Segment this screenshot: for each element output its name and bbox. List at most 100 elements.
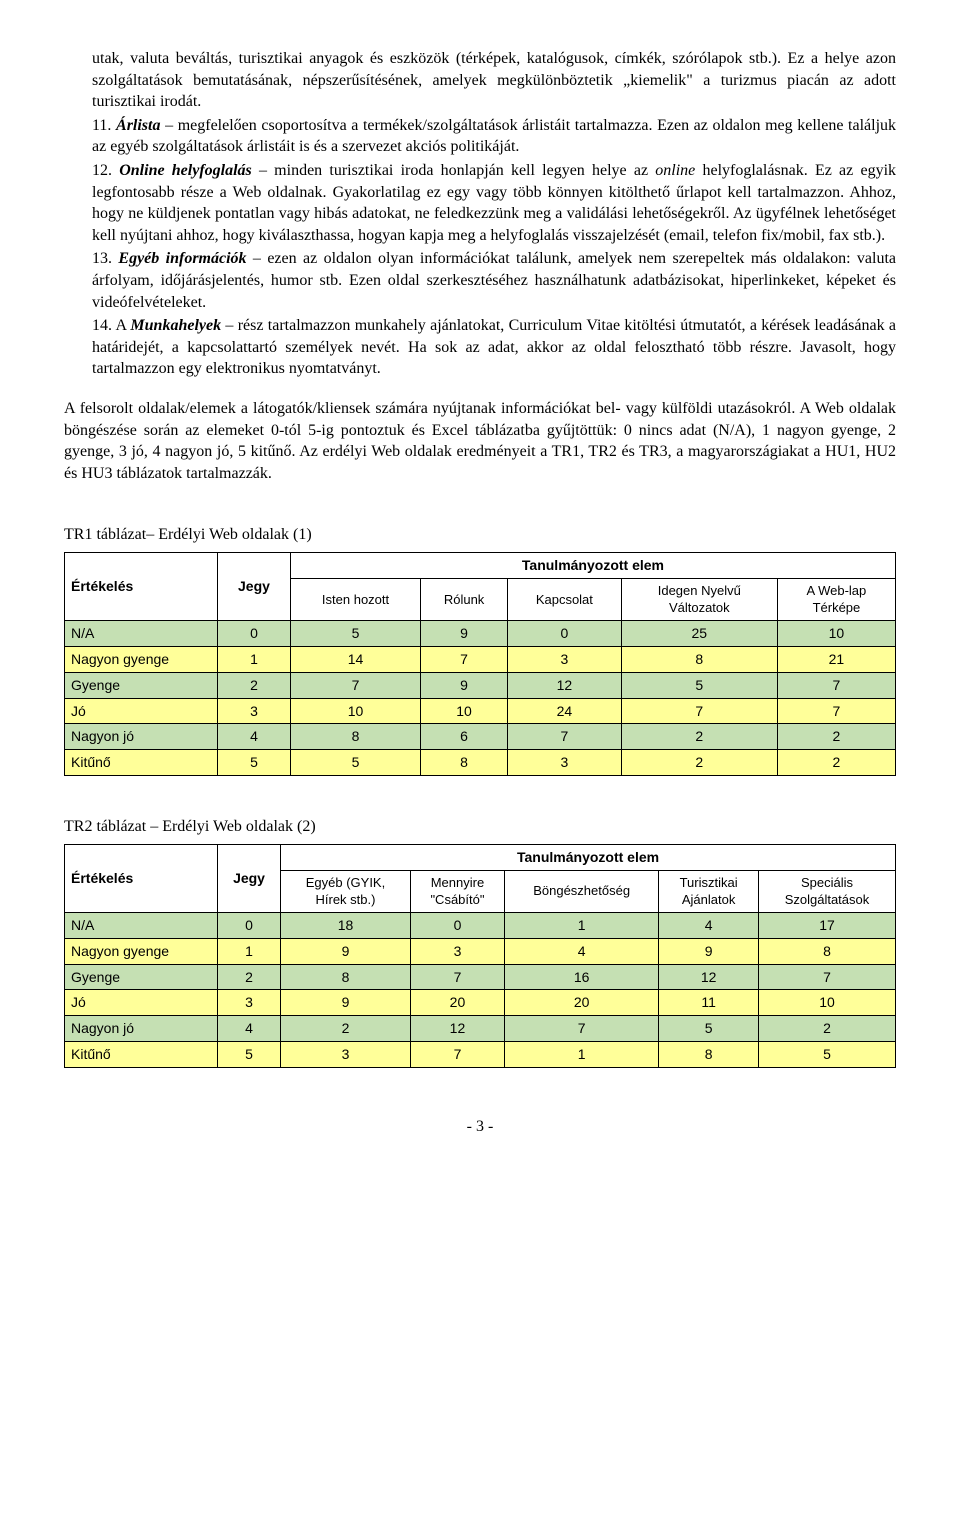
list-item-pre: utak, valuta beváltás, turisztikai anyag… [92, 48, 896, 113]
cell-label: Nagyon gyenge [65, 646, 218, 672]
cell-value: 17 [758, 912, 895, 938]
list-number: 14. [92, 317, 115, 334]
summary-paragraph: A felsorolt oldalak/elemek a látogatók/k… [64, 398, 896, 484]
cell-value: 0 [507, 620, 621, 646]
th-c5a: A Web-lap [807, 583, 867, 598]
cell-label: Gyenge [65, 964, 218, 990]
cell-value: 8 [621, 646, 777, 672]
cell-value: 3 [507, 750, 621, 776]
cell-value: 5 [290, 620, 420, 646]
cell-value: 7 [507, 724, 621, 750]
cell-value: 8 [290, 724, 420, 750]
th-c5a: Speciális [801, 875, 853, 890]
cell-value: 3 [281, 1042, 411, 1068]
cell-value: 20 [410, 990, 504, 1016]
cell-jegy: 3 [218, 990, 281, 1016]
list-text: – megfelelően csoportosítva a termékek/s… [92, 117, 896, 156]
list-number: 11. [92, 117, 116, 134]
list-text: – minden turisztikai iroda honlapján kel… [252, 162, 656, 179]
cell-jegy: 3 [218, 698, 291, 724]
th-c4b: Változatok [669, 600, 730, 615]
table-row: N/A05902510 [65, 620, 896, 646]
cell-value: 12 [659, 964, 759, 990]
list-lead: Egyéb információk [118, 250, 246, 267]
table-row: Gyenge28716127 [65, 964, 896, 990]
cell-value: 2 [621, 750, 777, 776]
cell-value: 7 [290, 672, 420, 698]
list-lead: Munkahelyek [130, 317, 221, 334]
cell-value: 7 [758, 964, 895, 990]
cell-value: 11 [659, 990, 759, 1016]
cell-jegy: 2 [218, 964, 281, 990]
th-c1a: Egyéb (GYIK, [306, 875, 385, 890]
cell-value: 14 [290, 646, 420, 672]
cell-value: 2 [777, 724, 895, 750]
cell-value: 0 [410, 912, 504, 938]
table2-body: N/A01801417Nagyon gyenge193498Gyenge2871… [65, 912, 896, 1067]
cell-value: 10 [421, 698, 508, 724]
cell-jegy: 0 [218, 912, 281, 938]
cell-label: Gyenge [65, 672, 218, 698]
cell-value: 1 [505, 912, 659, 938]
cell-value: 7 [410, 964, 504, 990]
th-ertekeles: Értékelés [65, 552, 218, 620]
cell-jegy: 2 [218, 672, 291, 698]
cell-value: 7 [421, 646, 508, 672]
th-jegy: Jegy [218, 844, 281, 912]
th-c2a: Mennyire [431, 875, 484, 890]
cell-jegy: 5 [218, 1042, 281, 1068]
cell-value: 8 [758, 938, 895, 964]
cell-value: 20 [505, 990, 659, 1016]
table-row: Gyenge2791257 [65, 672, 896, 698]
cell-value: 10 [758, 990, 895, 1016]
th-c1b: Hírek stb.) [316, 892, 376, 907]
th-c1: Isten hozott [290, 578, 420, 620]
cell-value: 7 [777, 698, 895, 724]
cell-value: 3 [507, 646, 621, 672]
cell-label: Jó [65, 990, 218, 1016]
th-c2: Rólunk [421, 578, 508, 620]
list-ital: online [655, 162, 695, 179]
cell-value: 5 [758, 1042, 895, 1068]
cell-value: 9 [421, 620, 508, 646]
cell-value: 18 [281, 912, 411, 938]
th-c5: SpeciálisSzolgáltatások [758, 870, 895, 912]
cell-jegy: 5 [218, 750, 291, 776]
cell-value: 5 [659, 1016, 759, 1042]
cell-jegy: 4 [218, 1016, 281, 1042]
cell-value: 12 [410, 1016, 504, 1042]
cell-value: 3 [410, 938, 504, 964]
th-c1: Egyéb (GYIK, Hírek stb.) [281, 870, 411, 912]
table-tr2: Értékelés Jegy Tanulmányozott elem Egyéb… [64, 844, 896, 1068]
table-row: Jó310102477 [65, 698, 896, 724]
table-row: Kitűnő537185 [65, 1042, 896, 1068]
cell-value: 4 [505, 938, 659, 964]
th-c3: Kapcsolat [507, 578, 621, 620]
cell-value: 10 [777, 620, 895, 646]
th-jegy: Jegy [218, 552, 291, 620]
cell-value: 5 [621, 672, 777, 698]
list-item-13: 13. Egyéb információk – ezen az oldalon … [92, 248, 896, 313]
th-c4: TurisztikaiAjánlatok [659, 870, 759, 912]
cell-value: 8 [421, 750, 508, 776]
list-text: utak, valuta beváltás, turisztikai anyag… [92, 50, 896, 110]
th-c4a: Idegen Nyelvű [658, 583, 741, 598]
cell-value: 9 [421, 672, 508, 698]
cell-label: Kitűnő [65, 1042, 218, 1068]
cell-value: 8 [659, 1042, 759, 1068]
cell-value: 2 [758, 1016, 895, 1042]
list-lead: Árlista [116, 117, 160, 134]
cell-value: 2 [777, 750, 895, 776]
th-c4a: Turisztikai [680, 875, 738, 890]
cell-value: 5 [290, 750, 420, 776]
th-c5b: Térképe [813, 600, 861, 615]
th-c5: A Web-lap Térképe [777, 578, 895, 620]
cell-jegy: 1 [218, 938, 281, 964]
cell-label: Nagyon gyenge [65, 938, 218, 964]
cell-label: N/A [65, 912, 218, 938]
cell-value: 24 [507, 698, 621, 724]
cell-value: 7 [410, 1042, 504, 1068]
table-row: N/A01801417 [65, 912, 896, 938]
cell-value: 10 [290, 698, 420, 724]
numbered-list: utak, valuta beváltás, turisztikai anyag… [64, 48, 896, 380]
